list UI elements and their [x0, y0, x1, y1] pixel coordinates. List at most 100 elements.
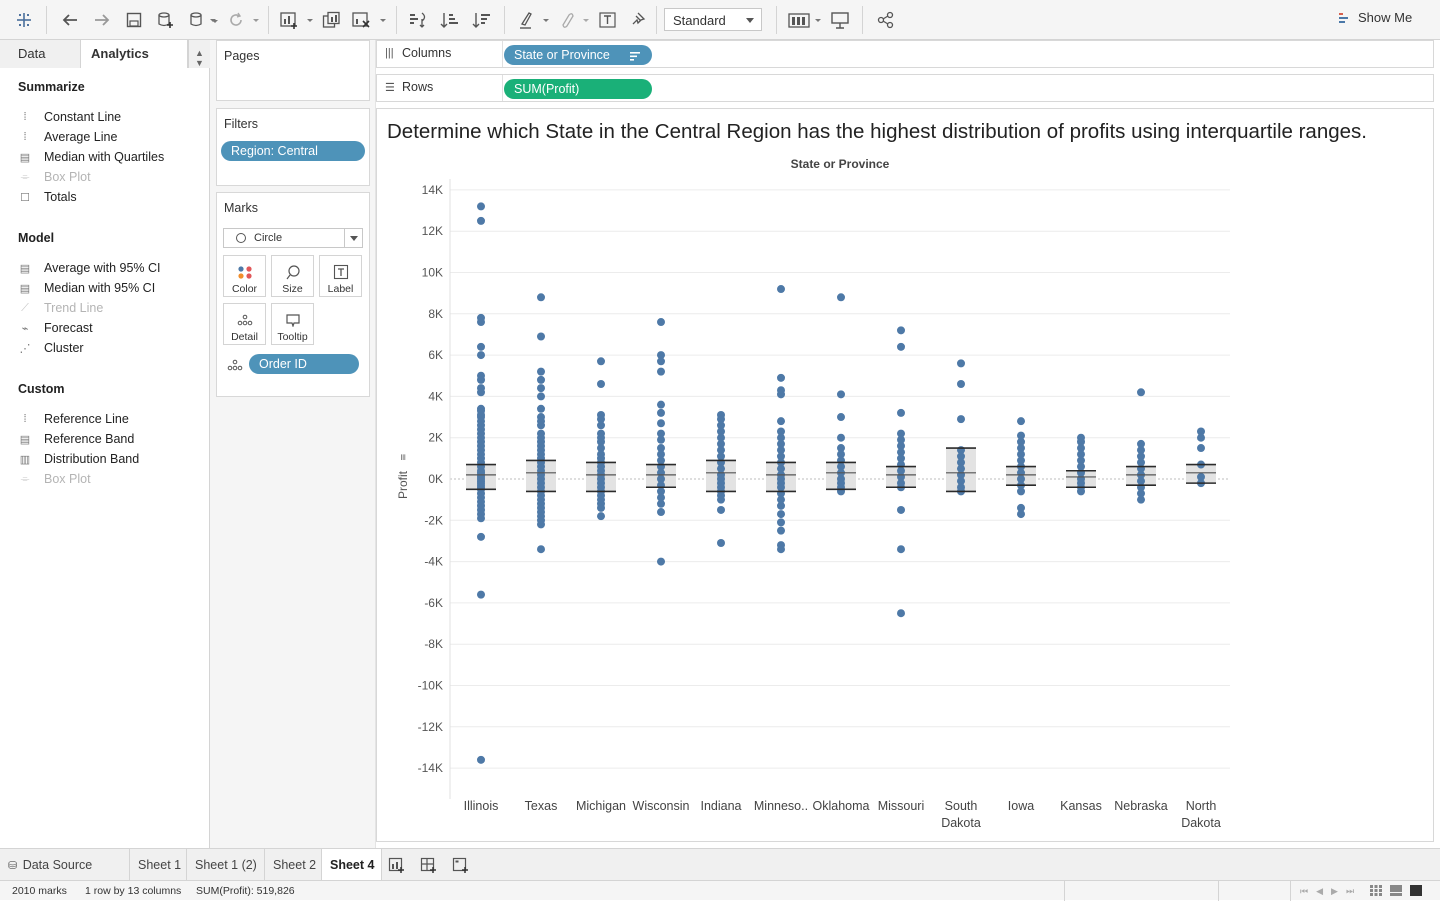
data-point: [1077, 450, 1085, 459]
analytics-item-label: Box Plot: [44, 170, 91, 184]
constant-line-icon: ⁞: [23, 111, 27, 123]
analytics-item-label: Forecast: [44, 321, 93, 335]
data-point: [957, 452, 965, 461]
analytics-item-totals[interactable]: ☐ Totals: [18, 189, 77, 205]
prev-sheet-icon[interactable]: ◀: [1316, 886, 1324, 896]
data-point: [717, 464, 725, 473]
data-point: [717, 495, 725, 504]
data-point: [1077, 444, 1085, 453]
analytics-item-trend-line[interactable]: ⟋ Trend Line: [18, 300, 103, 316]
analytics-item-average-line[interactable]: ⁞ Average Line: [18, 129, 117, 145]
data-point: [597, 437, 605, 446]
clear-sheet-icon[interactable]: [350, 8, 390, 32]
first-sheet-icon[interactable]: ⏮: [1300, 886, 1309, 896]
data-point: [597, 415, 605, 424]
data-point: [1017, 417, 1025, 426]
analytics-item-forecast[interactable]: ⌁ Forecast: [18, 320, 93, 336]
data-point: [657, 493, 665, 502]
data-point: [957, 380, 965, 389]
detail-pill-order-id[interactable]: Order ID: [249, 354, 359, 374]
next-sheet-icon[interactable]: ▶: [1331, 886, 1338, 896]
last-sheet-icon[interactable]: ⏭: [1345, 886, 1355, 896]
highlight-icon[interactable]: [516, 8, 552, 32]
analytics-item-box-plot[interactable]: ⌯ Box Plot: [18, 169, 91, 185]
data-point: [1197, 472, 1205, 481]
pin-icon[interactable]: [626, 8, 650, 32]
sort-ascending-icon[interactable]: [438, 8, 462, 32]
undo-icon[interactable]: [58, 8, 82, 32]
analytics-item-distribution-band[interactable]: ▥ Distribution Band: [18, 451, 139, 467]
group-icon[interactable]: [556, 8, 592, 32]
tab-sheet-2[interactable]: Sheet 2: [265, 849, 322, 880]
data-point: [477, 590, 485, 599]
label-icon[interactable]: [596, 8, 620, 32]
analytics-item-reference-band[interactable]: ▤ Reference Band: [18, 431, 135, 447]
filters-card: Filters Region: Central: [216, 108, 370, 186]
data-point: [777, 433, 785, 442]
new-datasource-icon[interactable]: [154, 8, 178, 32]
sort-descending-icon[interactable]: [470, 8, 494, 32]
analytics-item-box-plot[interactable]: ⌯ Box Plot: [18, 471, 91, 487]
marks-title: Marks: [224, 201, 259, 215]
columns-shelf[interactable]: ||| Columns State or Province: [376, 40, 1434, 68]
new-worksheet-icon[interactable]: [278, 8, 316, 32]
tab-sheet-1[interactable]: Sheet 1: [130, 849, 187, 880]
tab-analytics[interactable]: Analytics: [80, 40, 188, 68]
data-point: [837, 444, 845, 453]
redo-icon[interactable]: [90, 8, 114, 32]
mark-type-dropdown[interactable]: Circle: [223, 228, 363, 248]
pages-card[interactable]: Pages: [216, 40, 370, 101]
label-button[interactable]: Label: [319, 255, 362, 297]
panel-sort-icon[interactable]: ▲ ▼: [188, 40, 210, 68]
detail-button[interactable]: Detail: [223, 303, 266, 345]
swap-axes-icon[interactable]: [406, 8, 430, 32]
profit-distribution-chart[interactable]: 14K 12K 10K 8K 6K 4K 2K 0K -2K -4K -6K -8K -10K -12K -…: [377, 109, 1433, 841]
data-point: [1137, 452, 1145, 461]
average-ci-icon: ▤: [19, 262, 31, 275]
analytics-item-median-with-95-ci[interactable]: ▤ Median with 95% CI: [18, 280, 155, 296]
new-dashboard-icon[interactable]: [420, 856, 438, 877]
tab-sheet-1-2[interactable]: Sheet 1 (2): [187, 849, 265, 880]
tableau-logo-icon[interactable]: [12, 8, 36, 32]
new-story-icon[interactable]: [452, 856, 470, 877]
rows-pill-profit[interactable]: SUM(Profit): [504, 79, 652, 99]
data-point: [777, 526, 785, 535]
color-icon: [224, 261, 265, 283]
tabs-view-icon[interactable]: [1410, 885, 1422, 899]
filter-pill-region[interactable]: Region: Central: [221, 141, 365, 161]
save-icon[interactable]: [122, 8, 146, 32]
columns-pill-state[interactable]: State or Province: [504, 45, 652, 65]
tooltip-button[interactable]: Tooltip: [271, 303, 314, 345]
size-button[interactable]: Size: [271, 255, 314, 297]
analytics-item-average-with-95-ci[interactable]: ▤ Average with 95% CI: [18, 260, 161, 276]
refresh-icon[interactable]: [226, 8, 262, 32]
worksheet-view[interactable]: Determine which State in the Central Reg…: [376, 108, 1434, 842]
share-icon[interactable]: [874, 8, 898, 32]
duplicate-sheet-icon[interactable]: [320, 8, 344, 32]
color-button[interactable]: Color: [223, 255, 266, 297]
data-point: [1077, 487, 1085, 496]
tab-data[interactable]: Data: [0, 40, 80, 68]
sheet-sorter-icon[interactable]: [1370, 885, 1382, 899]
tab-data-source[interactable]: ⛁ Data Source: [0, 849, 130, 880]
analytics-item-median-with-quartiles[interactable]: ▤ Median with Quartiles: [18, 149, 164, 165]
new-worksheet-icon[interactable]: [388, 856, 406, 877]
data-point: [1137, 458, 1145, 467]
data-point: [1017, 431, 1025, 440]
data-point: [477, 342, 485, 351]
fit-icon[interactable]: [786, 8, 824, 32]
rows-shelf[interactable]: ☰ Rows SUM(Profit): [376, 74, 1434, 102]
data-point: [657, 499, 665, 508]
tab-sheet-4[interactable]: Sheet 4: [322, 849, 382, 880]
show-me-button[interactable]: Show Me: [1338, 10, 1412, 25]
filmstrip-icon[interactable]: [1390, 885, 1402, 899]
section-title-model: Model: [18, 231, 55, 245]
analytics-item-cluster[interactable]: ⋰ Cluster: [18, 340, 84, 356]
fit-dropdown[interactable]: Standard: [664, 8, 762, 31]
analytics-item-constant-line[interactable]: ⁞ Constant Line: [18, 109, 121, 125]
columns-icon: |||: [385, 47, 394, 59]
pause-updates-icon[interactable]: [186, 8, 220, 32]
analytics-item-reference-line[interactable]: ⁞ Reference Line: [18, 411, 128, 427]
presentation-icon[interactable]: [828, 8, 852, 32]
x-tick-label: Wisconsin: [633, 799, 690, 813]
